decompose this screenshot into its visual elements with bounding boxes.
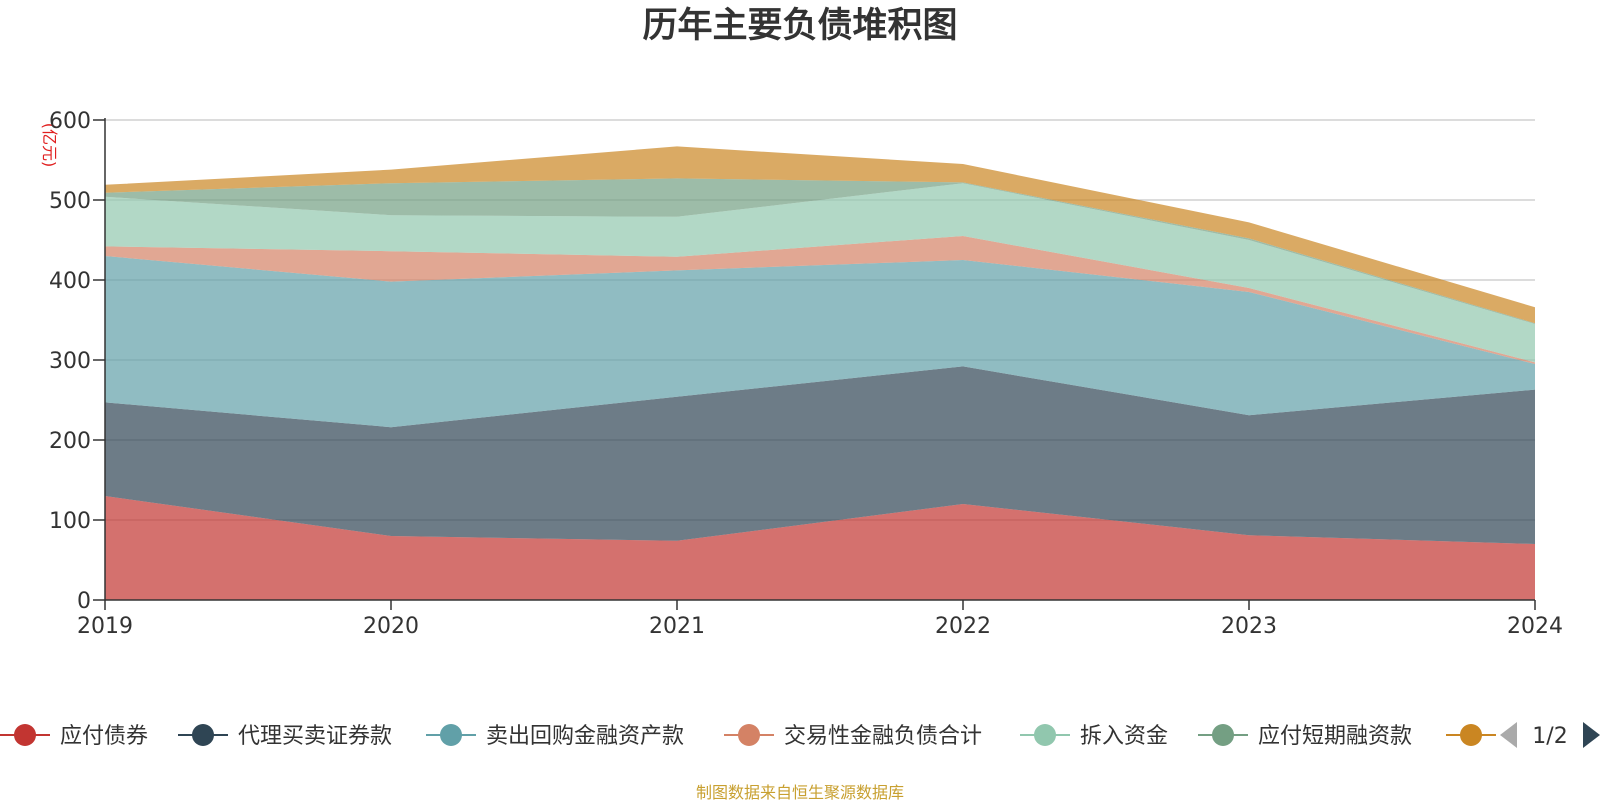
axes: 0 100 200 300 400 500 600 2019 2020 2021 2022 2023 2… (49, 109, 1563, 639)
legend: 应付债券 代理买卖证券款 卖出回购金融资产款 交易性金融负债合计 拆入资金 应付短期融资款… (0, 722, 1600, 749)
area-series-2 (105, 366, 1535, 544)
y-tick-label: 500 (49, 189, 91, 214)
data-source-note: 制图数据来自恒生聚源数据库 (695, 783, 904, 802)
legend-marker-icon (192, 724, 214, 746)
legend-item-label: 应付债券 (60, 724, 148, 749)
x-tick-label: 2022 (935, 614, 991, 639)
legend-item-label: 应付短期融资款 (1258, 724, 1412, 749)
area-series-7 (105, 146, 1535, 324)
legend-marker-icon (738, 724, 760, 746)
y-axis-unit-label: (亿元) (40, 123, 59, 168)
legend-item-label: 交易性金融负债合计 (784, 724, 982, 749)
legend-marker-icon (440, 724, 462, 746)
y-tick-label: 400 (49, 269, 91, 294)
legend-marker-icon (1212, 724, 1234, 746)
x-tick-label: 2023 (1221, 614, 1277, 639)
x-tick-label: 2024 (1507, 614, 1563, 639)
legend-item-label: 代理买卖证券款 (238, 724, 392, 749)
chart-title: 历年主要负债堆积图 (642, 6, 957, 46)
legend-marker-icon (14, 724, 36, 746)
area-series-3 (105, 256, 1535, 428)
legend-marker-icon (1034, 724, 1056, 746)
area-series (105, 146, 1535, 600)
legend-item-label: 拆入资金 (1080, 724, 1168, 749)
area-series-6 (105, 178, 1535, 324)
area-series-4 (105, 236, 1535, 364)
x-tick-label: 2021 (649, 614, 705, 639)
y-tick-label: 0 (77, 589, 91, 614)
area-series-1 (105, 496, 1535, 600)
legend-item-label: 卖出回购金融资产款 (486, 724, 684, 749)
legend-page-indicator: 1/2 (1532, 724, 1567, 749)
y-tick-label: 300 (49, 349, 91, 374)
x-tick-label: 2019 (77, 614, 133, 639)
area-series-5 (105, 183, 1535, 363)
y-tick-label: 600 (49, 109, 91, 134)
x-tick-label: 2020 (363, 614, 419, 639)
y-tick-label: 200 (49, 429, 91, 454)
legend-prev-page-icon[interactable] (1500, 722, 1517, 748)
y-tick-label: 100 (49, 509, 91, 534)
legend-next-page-icon[interactable] (1583, 722, 1600, 748)
legend-marker-icon (1460, 724, 1482, 746)
